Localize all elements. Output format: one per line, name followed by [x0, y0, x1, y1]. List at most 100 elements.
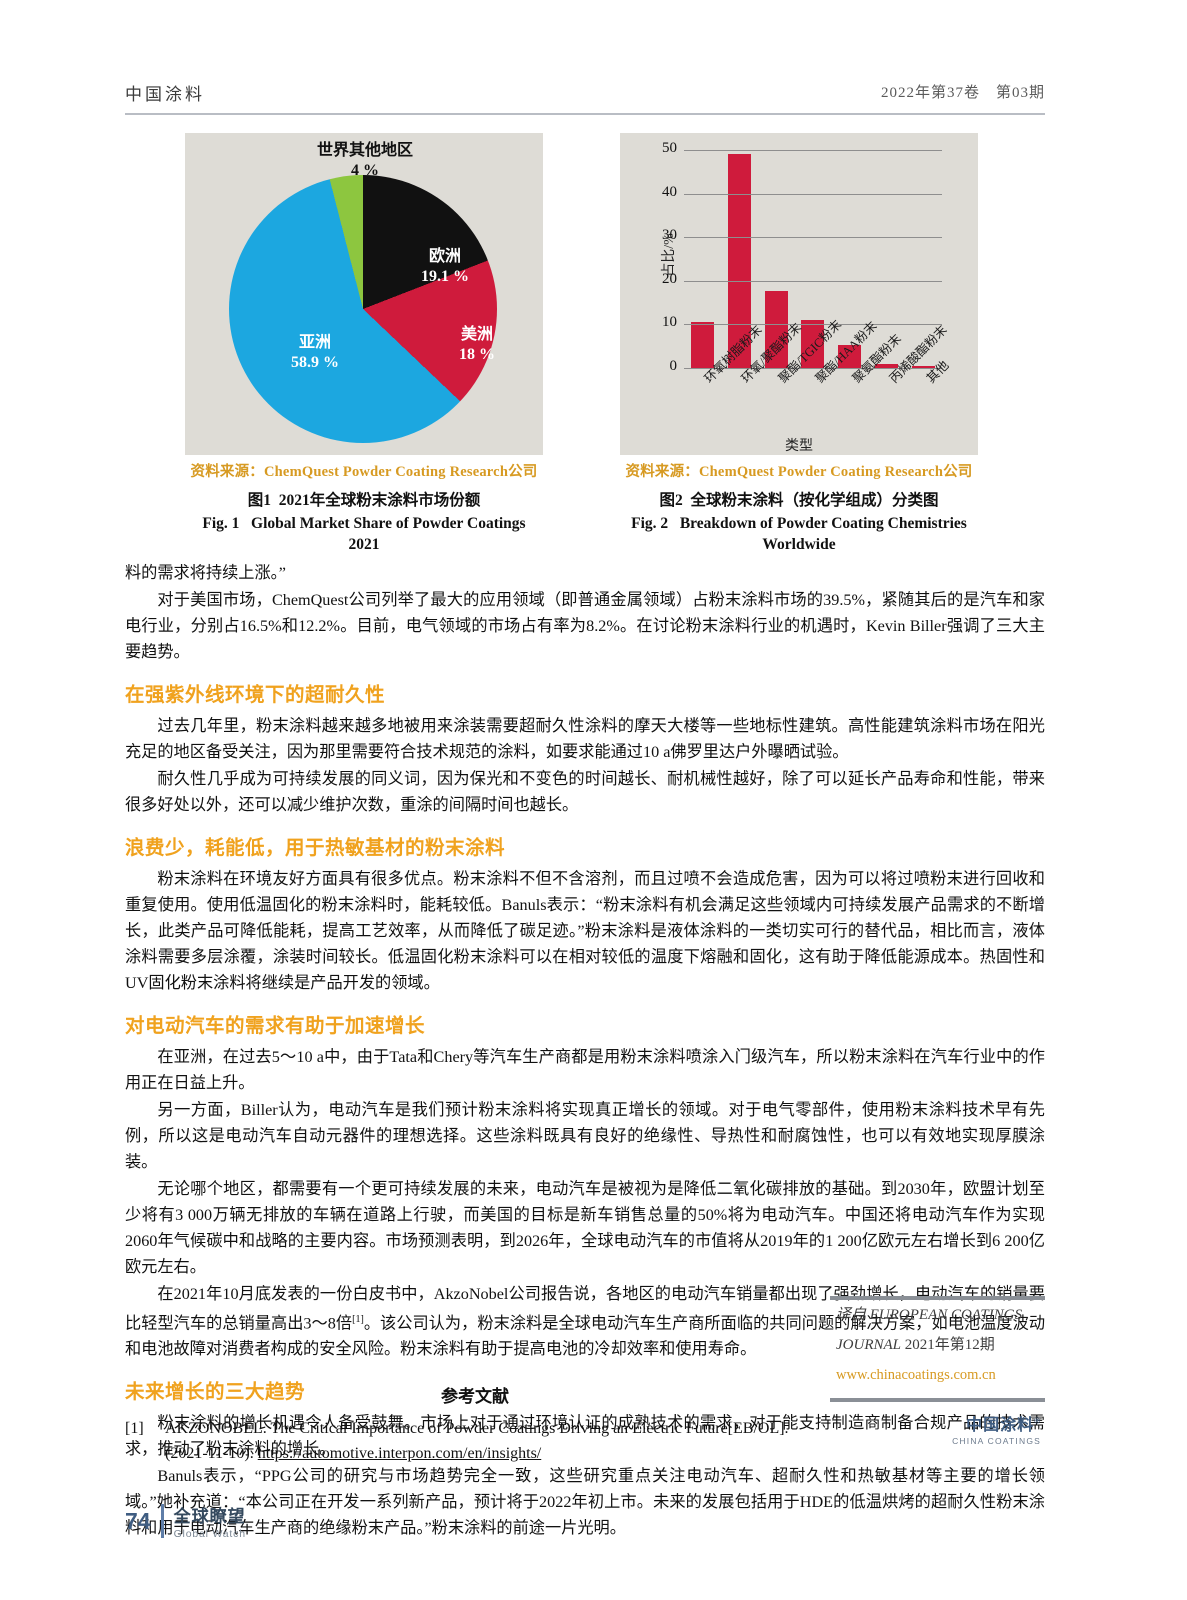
- figure-1-number-en: Fig. 1: [202, 515, 240, 532]
- pie-label-europe: 欧洲 19.1 %: [397, 247, 493, 287]
- reference-number: [1]: [125, 1420, 144, 1437]
- issue-info: 2022年第37卷 第03期: [880, 85, 1045, 101]
- bar-series: [684, 151, 942, 369]
- gridline: 40: [662, 184, 942, 200]
- pie-label-row-value: 4 %: [351, 162, 379, 179]
- figure-2-number-en: Fig. 2: [631, 515, 669, 532]
- pie-label-americas-name: 美洲: [460, 326, 493, 343]
- y-tick-label: 0: [669, 358, 678, 374]
- figures-row: 世界其他地区 4 % 欧洲 19.1 % 美洲 18 % 亚洲 58.9 %: [125, 133, 1045, 558]
- source-issue: 2021年第12期: [901, 1337, 995, 1353]
- source-journal-name-2: JOURNAL: [836, 1337, 901, 1353]
- reference-marker: [1]: [352, 1314, 364, 1325]
- y-tick-label: 10: [662, 314, 677, 331]
- gridline: 10: [662, 314, 942, 330]
- figure-2-title-cn: 全球粉末涂料（按化学组成）分类图: [690, 492, 939, 509]
- paragraph-7: 无论哪个地区，都需要有一个更可持续发展的未来，电动汽车是被视为是降低二氧化碳排放…: [125, 1180, 1045, 1276]
- pie-graphic: [229, 175, 497, 443]
- source-journal-name-1: 译自 EUROPEAN COATINGS: [836, 1307, 1023, 1323]
- y-tick-label: 30: [662, 227, 677, 244]
- bar-chart-xlabel: 类型: [785, 439, 813, 454]
- figure-1-source: 资料来源：ChemQuest Powder Coating Research公司: [190, 464, 538, 480]
- bar: [875, 363, 899, 369]
- section-heading-uv-durability: 在强紫外线环境下的超耐久性: [125, 684, 386, 706]
- gridline: 0: [670, 358, 942, 374]
- paragraph-10: Banuls表示，“PPG公司的研究与市场趋势完全一致，这些研究重点关注电动汽车…: [125, 1467, 1045, 1538]
- section-heading-ev-demand: 对电动汽车的需求有助于加速增长: [125, 1015, 426, 1037]
- figure-2-title-en: Breakdown of Powder Coating Chemistries …: [679, 515, 967, 553]
- figure-2: 占比/% 0 10 20 30 40 50 环氧树脂粉末 环氧/聚酯粉末 聚酯/TGIC粉末聚…: [620, 133, 978, 556]
- china-coatings-logo: 中国涂料® CHINA COATINGS: [830, 1411, 1045, 1446]
- source-box-bottom-rule: [830, 1398, 1045, 1402]
- bar: [764, 291, 788, 369]
- gridline: 30: [662, 227, 942, 243]
- bar: [838, 344, 862, 369]
- pie-label-row: 世界其他地区 4 %: [265, 141, 465, 181]
- reference-text: AKZONOBEL. The Critical Importance of Po…: [165, 1416, 825, 1466]
- paragraph-3: 耐久性几乎成为可持续发展的同义词，因为保光和不变色的时间越长、耐机械性越好，除了…: [125, 770, 1045, 814]
- reference-citation: AKZONOBEL. The Critical Importance of Po…: [165, 1420, 789, 1462]
- reference-item: [1] AKZONOBEL. The Critical Importance o…: [125, 1416, 825, 1466]
- pie-label-americas-value: 18 %: [459, 346, 495, 363]
- figure-2-source: 资料来源：ChemQuest Powder Coating Research公司: [625, 464, 973, 480]
- bar-chart-plot-area: 0 10 20 30 40 50: [662, 140, 942, 374]
- article-body: 料的需求将持续上涨。” 对于美国市场，ChemQuest公司列举了最大的应用领域…: [125, 560, 1045, 1542]
- pie-wrapper: 世界其他地区 4 % 欧洲 19.1 % 美洲 18 % 亚洲 58.9 %: [229, 142, 497, 443]
- translation-source-box: 译自 EUROPEAN COATINGS JOURNAL 2021年第12期 w…: [830, 1296, 1045, 1446]
- source-line-1: 译自 EUROPEAN COATINGS: [830, 1300, 1045, 1330]
- y-tick-label: 50: [662, 140, 677, 156]
- gridline: 50: [662, 140, 942, 156]
- pie-label-europe-value: 19.1 %: [421, 268, 469, 285]
- reference-url[interactable]: https://automotive.interpon.com/en/insig…: [257, 1445, 542, 1462]
- page-number: 74: [125, 1507, 151, 1534]
- figure-1-title-cn: 2021年全球粉末涂料市场份额: [278, 492, 481, 509]
- references-section: 参考文献 [1] AKZONOBEL. The Critical Importa…: [125, 1382, 825, 1466]
- paragraph-8: 在2021年10月底发表的一份白皮书中，AkzoNobel公司报告说，各地区的电…: [125, 1281, 1045, 1362]
- paragraph-6: 另一方面，Biller认为，电动汽车是我们预计粉末涂料将实现真正增长的领域。对于…: [125, 1101, 1045, 1171]
- figure-1-number-cn: 图1: [247, 492, 271, 509]
- logo-cn-label: 中国涂料: [966, 1417, 1035, 1434]
- paragraph-9: 粉末涂料的增长机遇令人备受鼓舞。市场上对于通过环境认证的成熟技术的需求，对于能支…: [125, 1414, 1045, 1459]
- y-tick-label: 40: [662, 183, 677, 200]
- footer-section-cn: 全球瞭望: [173, 1507, 246, 1526]
- paragraph-5: 在亚洲，在过去5～10 a中，由于Tata和Chery等汽车生产商都是用粉末涂料…: [125, 1048, 1045, 1092]
- paragraph-2: 过去几年里，粉末涂料越来越多地被用来涂装需要超耐久性涂料的摩天大楼等一些地标性建…: [125, 717, 1045, 761]
- footer-divider: [160, 1504, 164, 1538]
- paragraph-1: 对于美国市场，ChemQuest公司列举了最大的应用领域（即普通金属领域）占粉末…: [125, 591, 1045, 661]
- pie-label-row-name: 世界其他地区: [316, 142, 413, 159]
- y-tick-label: 20: [662, 270, 677, 287]
- source-box-top-rule: [830, 1296, 1045, 1300]
- paragraph-8-part-a: 在2021年10月底发表的一份白皮书中，AkzoNobel公司报告说，各地区的电…: [125, 1285, 1045, 1333]
- paragraph-4: 粉末涂料在环境友好方面具有很多优点。粉末涂料不但不含溶剂，而且过喷不会造成危害，…: [125, 870, 1045, 992]
- trademark-icon: ®: [1034, 1416, 1041, 1426]
- source-line-2: JOURNAL 2021年第12期: [830, 1330, 1045, 1360]
- figure-1-title-en: Global Market Share of Powder Coatings 2…: [251, 515, 526, 553]
- pie-label-asia: 亚洲 58.9 %: [267, 333, 363, 373]
- figure-2-number-cn: 图2: [659, 492, 683, 509]
- references-title: 参考文献: [441, 1387, 509, 1406]
- paragraph-0: 料的需求将持续上涨。”: [125, 564, 286, 582]
- logo-text-en: CHINA COATINGS: [952, 1436, 1041, 1446]
- page-footer: 74 全球瞭望 Global Watch: [125, 1502, 246, 1540]
- section-heading-low-energy: 浪费少，耗能低，用于热敏基材的粉末涂料: [125, 837, 506, 859]
- pie-chart: 世界其他地区 4 % 欧洲 19.1 % 美洲 18 % 亚洲 58.9 %: [185, 133, 543, 455]
- bar-chart-inner: 占比/% 0 10 20 30 40 50 环氧树脂粉末 环氧/聚酯粉末 聚酯/TGIC粉末聚…: [620, 133, 978, 455]
- bar: [690, 322, 714, 369]
- footer-section-en: Global Watch: [173, 1528, 246, 1540]
- pie-label-asia-value: 58.9 %: [291, 354, 339, 371]
- paragraph-8-part-b: 。该公司认为，粉末涂料是全球电动汽车生产商所面临的共同问题的解决方案，如电池温度…: [125, 1314, 1046, 1359]
- bar: [911, 366, 935, 369]
- figure-2-caption-cn: 图2 全球粉末涂料（按化学组成）分类图: [620, 488, 978, 510]
- logo-text-cn: 中国涂料®: [830, 1411, 1041, 1435]
- figure-1-caption-cn: 图1 2021年全球粉末涂料市场份额: [185, 488, 543, 510]
- page-header: 中国涂料 2022年第37卷 第03期: [125, 80, 1045, 114]
- bar-chart: 占比/% 0 10 20 30 40 50 环氧树脂粉末 环氧/聚酯粉末 聚酯/TGIC粉末聚…: [620, 133, 978, 455]
- bar: [727, 154, 751, 369]
- pie-label-asia-name: 亚洲: [298, 334, 331, 351]
- figure-1: 世界其他地区 4 % 欧洲 19.1 % 美洲 18 % 亚洲 58.9 %: [185, 133, 543, 556]
- website-link[interactable]: www.chinacoatings.com.cn: [836, 1367, 996, 1383]
- journal-name: 中国涂料: [125, 85, 205, 104]
- figure-1-caption-en: Fig. 1 Global Market Share of Powder Coa…: [185, 514, 543, 556]
- pie-label-europe-name: 欧洲: [428, 248, 461, 265]
